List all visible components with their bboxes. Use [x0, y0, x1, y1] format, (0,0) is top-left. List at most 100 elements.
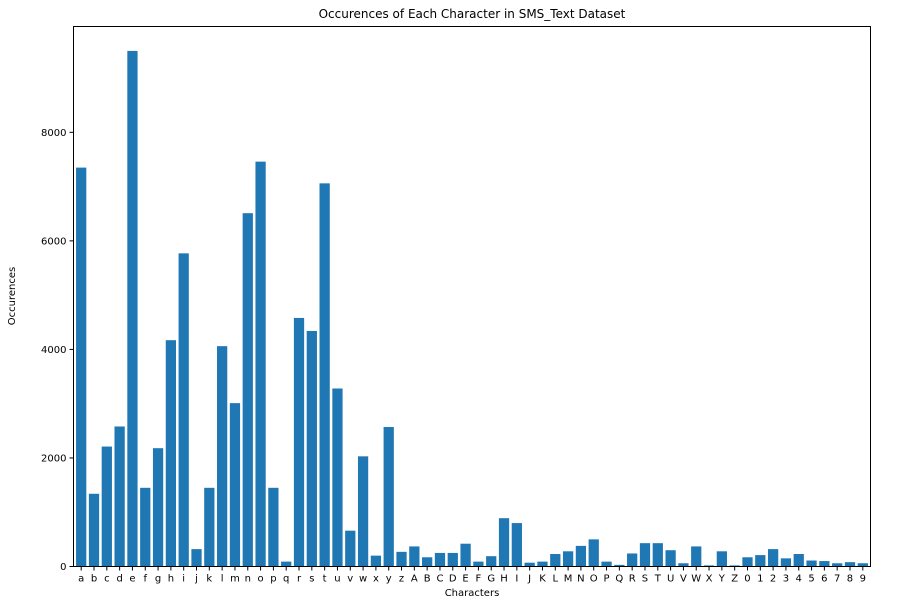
x-tick-label: L: [552, 574, 558, 585]
bar-M: [562, 551, 574, 567]
x-tick-label: c: [104, 574, 110, 585]
bar-y: [383, 427, 394, 567]
bar-2: [767, 549, 779, 567]
x-tick-label: X: [706, 574, 713, 585]
bar-Z: [729, 565, 740, 567]
x-tick-label: r: [297, 574, 302, 585]
bar-i: [178, 253, 189, 567]
bar-n: [242, 213, 253, 567]
bar-A: [409, 546, 420, 567]
x-tick-label: K: [539, 574, 546, 585]
x-tick-label: H: [500, 574, 508, 585]
x-tick-label: e: [129, 574, 135, 585]
bar-l: [217, 346, 228, 567]
bar-D: [447, 552, 458, 567]
x-tick-label: 3: [783, 574, 789, 585]
bar-V: [678, 563, 689, 567]
x-tick-label: 4: [796, 574, 802, 585]
x-tick-label: y: [386, 574, 392, 585]
bar-N: [575, 545, 587, 567]
bar-9: [857, 563, 868, 567]
x-tick-label: g: [155, 574, 161, 585]
x-tick-label: w: [359, 574, 367, 585]
y-tick-label: 0: [60, 562, 66, 573]
bar-o: [255, 161, 266, 567]
y-tick-label: 4000: [41, 345, 66, 356]
y-tick-label: 8000: [41, 128, 66, 139]
bar-r: [293, 317, 305, 567]
x-tick-label: Q: [615, 574, 623, 585]
chart-title: Occurences of Each Character in SMS_Text…: [319, 7, 626, 21]
x-tick-label: F: [476, 574, 482, 585]
bar-z: [396, 551, 407, 567]
bar-p: [268, 487, 279, 567]
x-tick-label: s: [309, 574, 314, 585]
bar-L: [550, 554, 561, 567]
bar-W: [691, 546, 702, 567]
bars-group: [76, 50, 868, 567]
y-tick-label: 2000: [41, 453, 66, 464]
bar-3: [780, 558, 792, 567]
bar-w: [357, 456, 369, 567]
bar-6: [819, 561, 830, 567]
x-tick-label: A: [411, 574, 418, 585]
bar-T: [652, 543, 663, 567]
bar-G: [486, 556, 497, 567]
y-axis-ticks: 0 2000 4000 6000 8000: [41, 128, 74, 573]
bar-x: [370, 555, 382, 567]
x-tick-label: S: [642, 574, 648, 585]
x-tick-label: Y: [718, 574, 726, 585]
bar-H: [498, 518, 510, 567]
x-tick-label: z: [399, 574, 404, 585]
bar-q: [281, 561, 292, 567]
bar-h: [165, 340, 177, 567]
x-tick-label: d: [116, 574, 122, 585]
bar-E: [460, 543, 471, 567]
x-tick-label: E: [462, 574, 468, 585]
x-axis-label: Characters: [445, 588, 500, 599]
x-tick-label: 1: [757, 574, 763, 585]
bar-Y: [716, 551, 727, 567]
x-tick-label: 6: [821, 574, 827, 585]
bar-O: [588, 539, 599, 567]
y-axis-label: Occurences: [7, 267, 18, 325]
x-tick-label: l: [221, 574, 224, 585]
bar-8: [844, 562, 856, 567]
x-tick-label: n: [245, 574, 251, 585]
x-tick-label: 7: [834, 574, 840, 585]
bar-v: [345, 530, 356, 567]
bar-Q: [614, 564, 625, 567]
bar-S: [639, 543, 651, 567]
x-tick-label: 9: [860, 574, 866, 585]
x-tick-label: 5: [808, 574, 814, 585]
x-tick-label: T: [654, 574, 662, 585]
x-tick-label: V: [680, 574, 687, 585]
x-tick-label: R: [629, 574, 636, 585]
x-tick-label: p: [270, 574, 276, 585]
x-tick-label: o: [258, 574, 264, 585]
x-tick-label: O: [590, 574, 598, 585]
y-tick-label: 6000: [41, 236, 66, 247]
x-tick-label: D: [449, 574, 457, 585]
x-tick-label: t: [323, 574, 327, 585]
bar-U: [665, 550, 676, 567]
bar-1: [755, 555, 766, 567]
bar-t: [319, 183, 330, 567]
bar-b: [88, 493, 100, 567]
x-tick-label: Z: [731, 574, 738, 585]
bar-7: [832, 563, 843, 567]
bar-F: [473, 561, 484, 567]
x-tick-label: P: [604, 574, 610, 585]
bar-m: [229, 403, 241, 567]
bar-5: [806, 560, 817, 567]
x-tick-label: h: [168, 574, 174, 585]
x-tick-label: N: [577, 574, 584, 585]
bar-J: [524, 562, 535, 567]
x-tick-label: u: [334, 574, 340, 585]
x-tick-label: C: [436, 574, 443, 585]
x-tick-label: q: [283, 574, 289, 585]
x-tick-label: f: [143, 574, 147, 585]
x-tick-label: M: [564, 574, 573, 585]
x-tick-label: 0: [744, 574, 750, 585]
